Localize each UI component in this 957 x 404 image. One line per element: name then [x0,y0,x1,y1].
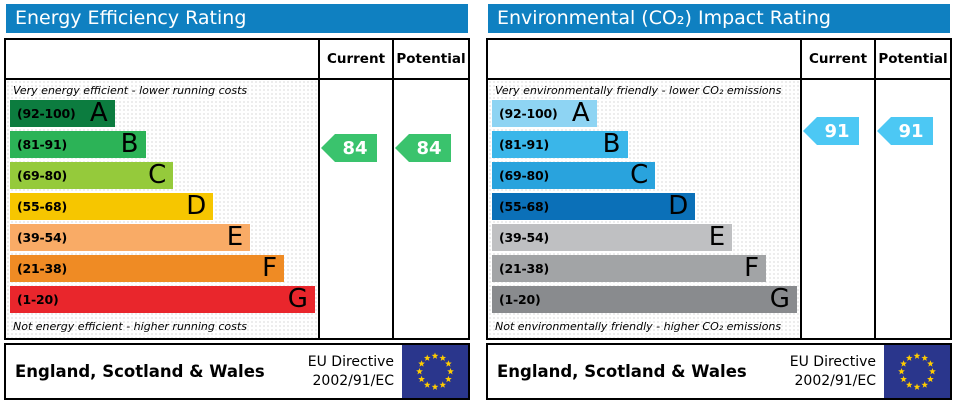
band-row-e: (39-54) E [492,224,800,255]
band-row-f: (21-38) F [492,255,800,286]
band-range: (21-38) [499,261,550,276]
band-row-c: (69-80) C [10,162,318,193]
band-range: (69-80) [499,168,550,183]
band-row-d: (55-68) D [492,193,800,224]
band-letter: E [226,222,244,252]
band-letter: D [186,191,207,221]
current-column: 84 [318,80,392,338]
eu-directive-line1: EU Directive [307,354,394,371]
band-range: (81-91) [17,137,68,152]
co2-panel-title: Environmental (CO₂) Impact Rating [488,4,950,33]
band-range: (55-68) [499,199,550,214]
energy-panel-title: Energy Efficiency Rating [6,4,468,33]
current-rating-arrow: 84 [321,134,377,162]
band-row-b: (81-91) B [492,131,800,162]
current-column: 91 [800,80,874,338]
band-range: (39-54) [17,230,68,245]
caption-bottom: Not energy efficient - higher running co… [13,320,247,333]
potential-rating-arrow: 84 [395,134,451,162]
band-row-g: (1-20) G [492,286,800,317]
eu-directive-line2: 2002/91/EC [794,372,877,389]
band-range: (1-20) [499,292,541,307]
co2-footer: England, Scotland & Wales EU Directive 2… [486,343,952,400]
eu-directive-line1: EU Directive [789,354,876,371]
band-e-bar: (39-54) E [10,222,251,252]
current-rating-arrow: 91 [803,117,859,145]
band-c-bar: (69-80) C [492,160,656,190]
band-letter: B [120,129,139,159]
caption-top: Very energy efficient - lower running co… [13,84,248,97]
band-range: (39-54) [499,230,550,245]
band-row-e: (39-54) E [10,224,318,255]
band-letter: B [602,129,621,159]
potential-column-header: Potential [874,40,950,80]
band-range: (92-100) [17,106,76,121]
co2-impact-panel: Environmental (CO₂) Impact Rating Curren… [486,4,952,400]
region-label: England, Scotland & Wales [15,362,265,381]
band-row-f: (21-38) F [10,255,318,286]
potential-column: 91 [874,80,950,338]
band-a-bar: (92-100) A [10,100,115,127]
band-letter: D [668,191,689,221]
band-range: (1-20) [17,292,59,307]
band-letter: C [630,160,649,190]
band-b-bar: (81-91) B [10,131,146,158]
band-letter: C [148,160,167,190]
co2-rating-scale: Very environmentally friendly - lower CO… [488,80,800,338]
potential-rating-arrow: 91 [877,117,933,145]
energy-footer: England, Scotland & Wales EU Directive 2… [4,343,470,400]
energy-rating-scale: Very energy efficient - lower running co… [6,80,318,338]
band-range: (81-91) [499,137,550,152]
band-d-bar: (55-68) D [492,191,696,221]
band-g-bar: (1-20) G [10,286,315,313]
band-range: (92-100) [499,106,558,121]
eu-flag-icon [884,345,950,398]
band-row-b: (81-91) B [10,131,318,162]
band-a-bar: (92-100) A [492,100,597,127]
band-g-bar: (1-20) G [492,286,797,313]
eu-directive-label: EU Directive 2002/91/EC [790,353,876,389]
region-label: England, Scotland & Wales [497,362,747,381]
band-row-g: (1-20) G [10,286,318,317]
band-letter: F [262,253,278,283]
band-row-a: (92-100) A [10,100,318,131]
band-letter: E [708,222,726,252]
energy-efficiency-panel: Energy Efficiency Rating Current Potenti… [4,4,470,400]
potential-column-header: Potential [392,40,468,80]
band-row-a: (92-100) A [492,100,800,131]
co2-chart-frame: Current Potential Very environmentally f… [486,38,952,340]
band-letter: A [89,98,108,128]
band-range: (55-68) [17,199,68,214]
band-letter: G [287,284,308,314]
caption-top: Very environmentally friendly - lower CO… [495,84,782,97]
band-letter: F [744,253,760,283]
band-range: (69-80) [17,168,68,183]
band-row-c: (69-80) C [492,162,800,193]
eu-flag-icon [402,345,468,398]
band-f-bar: (21-38) F [492,253,767,283]
band-d-bar: (55-68) D [10,191,214,221]
eu-directive-label: EU Directive 2002/91/EC [308,353,394,389]
current-column-header: Current [318,40,392,80]
current-column-header: Current [800,40,874,80]
header-spacer [488,40,800,80]
potential-column: 84 [392,80,468,338]
header-spacer [6,40,318,80]
band-c-bar: (69-80) C [10,160,174,190]
band-f-bar: (21-38) F [10,253,285,283]
energy-chart-frame: Current Potential Very energy efficient … [4,38,470,340]
band-b-bar: (81-91) B [492,131,628,158]
band-e-bar: (39-54) E [492,222,733,252]
band-letter: G [769,284,790,314]
caption-bottom: Not environmentally friendly - higher CO… [495,320,782,333]
band-letter: A [571,98,590,128]
band-row-d: (55-68) D [10,193,318,224]
eu-directive-line2: 2002/91/EC [312,372,395,389]
band-range: (21-38) [17,261,68,276]
